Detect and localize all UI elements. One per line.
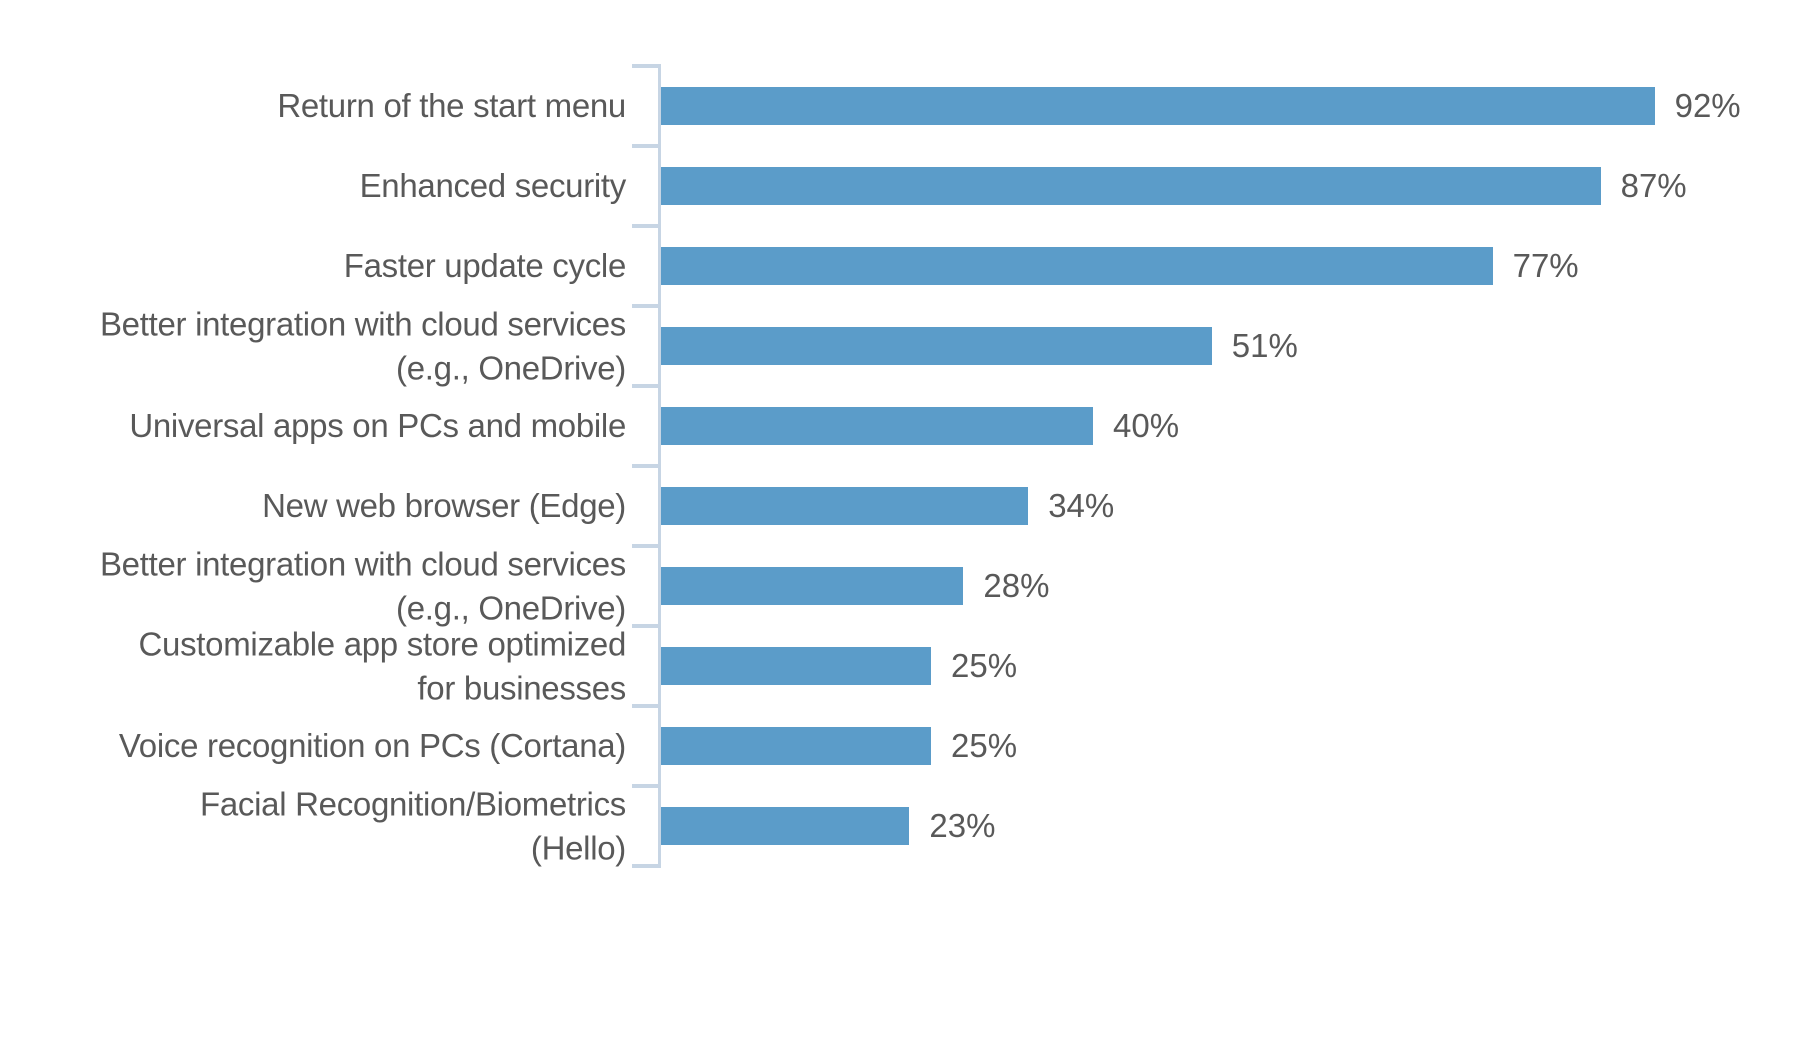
bar-row: Facial Recognition/Biometrics (Hello) 23% — [0, 785, 1800, 866]
bar — [661, 807, 910, 845]
bar-row: Better integration with cloud services (… — [0, 545, 1800, 626]
value-label: 23% — [929, 807, 996, 844]
bar-row: Faster update cycle 77% — [0, 226, 1800, 306]
category-label: Better integration with cloud services (… — [99, 545, 626, 626]
value-label: 28% — [983, 567, 1050, 604]
value-label: 51% — [1231, 327, 1298, 364]
category-label: Customizable app store optimized for bus… — [138, 625, 627, 706]
bar — [661, 727, 931, 765]
value-label: 40% — [1113, 407, 1180, 444]
bar — [661, 567, 964, 605]
value-label: 25% — [951, 727, 1018, 764]
category-label: Enhanced security — [359, 167, 627, 205]
bar — [661, 87, 1655, 125]
axis-tick — [632, 544, 661, 548]
category-label: Better integration with cloud services (… — [99, 305, 626, 386]
bar — [661, 487, 1029, 525]
axis-tick — [632, 224, 661, 228]
category-label: Voice recognition on PCs (Cortana) — [118, 727, 626, 765]
axis-tick — [632, 624, 661, 628]
axis-tick — [632, 464, 661, 468]
axis-tick — [632, 704, 661, 708]
axis-tick — [632, 784, 661, 788]
category-label: Universal apps on PCs and mobile — [129, 407, 626, 445]
axis-tick — [632, 384, 661, 388]
bar-chart: Return of the start menu 92% Enhanced secu… — [0, 64, 1800, 868]
value-label: 34% — [1048, 487, 1115, 524]
bar-row: Better integration with cloud services (… — [0, 305, 1800, 386]
axis-tick — [632, 304, 661, 308]
bar-row: New web browser (Edge) 34% — [0, 466, 1800, 546]
axis-tick — [632, 144, 661, 148]
value-label: 87% — [1620, 167, 1687, 204]
category-label: Return of the start menu — [277, 87, 626, 125]
bar-row: Customizable app store optimized for bus… — [0, 625, 1800, 706]
category-label: Faster update cycle — [343, 247, 627, 285]
bar — [661, 407, 1093, 445]
bar — [661, 647, 931, 685]
bar — [661, 247, 1493, 285]
axis-tick — [632, 64, 661, 68]
bar-row: Return of the start menu 92% — [0, 66, 1800, 146]
axis-tick — [632, 864, 661, 868]
category-label: New web browser (Edge) — [262, 487, 626, 525]
value-label: 25% — [951, 647, 1018, 684]
bar-row: Voice recognition on PCs (Cortana) 25% — [0, 706, 1800, 786]
bar-row: Universal apps on PCs and mobile 40% — [0, 386, 1800, 466]
category-label: Facial Recognition/Biometrics (Hello) — [200, 785, 626, 866]
bar — [661, 327, 1212, 365]
value-label: 77% — [1512, 247, 1579, 284]
bar-row: Enhanced security 87% — [0, 146, 1800, 226]
bar — [661, 167, 1601, 205]
value-label: 92% — [1674, 87, 1741, 124]
